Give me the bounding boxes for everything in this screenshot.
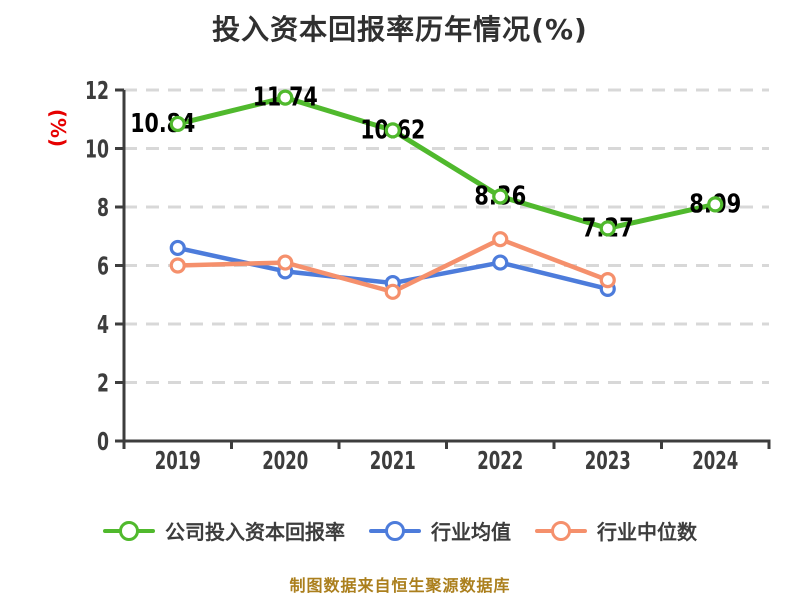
svg-text:2022: 2022 — [477, 446, 523, 475]
svg-text:2024: 2024 — [692, 446, 738, 475]
svg-text:2023: 2023 — [585, 446, 631, 475]
legend: 公司投入资本回报率 行业均值 行业中位数 — [0, 516, 800, 545]
legend-label-company-roic: 公司投入资本回报率 — [165, 520, 345, 544]
svg-text:2021: 2021 — [370, 446, 416, 475]
legend-label-industry-median: 行业中位数 — [597, 520, 697, 544]
svg-text:0: 0 — [97, 427, 109, 456]
footer-note: 制图数据来自恒生聚源数据库 — [289, 576, 511, 595]
legend-item-company-roic[interactable]: 公司投入资本回报率 — [103, 516, 345, 545]
svg-text:2019: 2019 — [155, 446, 201, 475]
legend-item-industry-median[interactable]: 行业中位数 — [535, 516, 697, 545]
legend-label-industry-mean: 行业均值 — [431, 520, 511, 544]
legend-marker-industry-median-icon — [535, 518, 587, 544]
svg-text:8: 8 — [97, 193, 109, 222]
svg-text:4: 4 — [97, 310, 109, 339]
svg-text:10: 10 — [85, 135, 109, 164]
chart-title: 投入资本回报率历年情况(%) — [212, 13, 588, 46]
svg-text:12: 12 — [85, 76, 109, 105]
svg-text:2: 2 — [97, 369, 109, 398]
legend-marker-industry-mean-icon — [369, 518, 421, 544]
svg-text:2020: 2020 — [262, 446, 308, 475]
legend-marker-company-roic-icon — [103, 518, 155, 544]
legend-item-industry-mean[interactable]: 行业均值 — [369, 516, 511, 545]
svg-text:6: 6 — [97, 252, 109, 281]
